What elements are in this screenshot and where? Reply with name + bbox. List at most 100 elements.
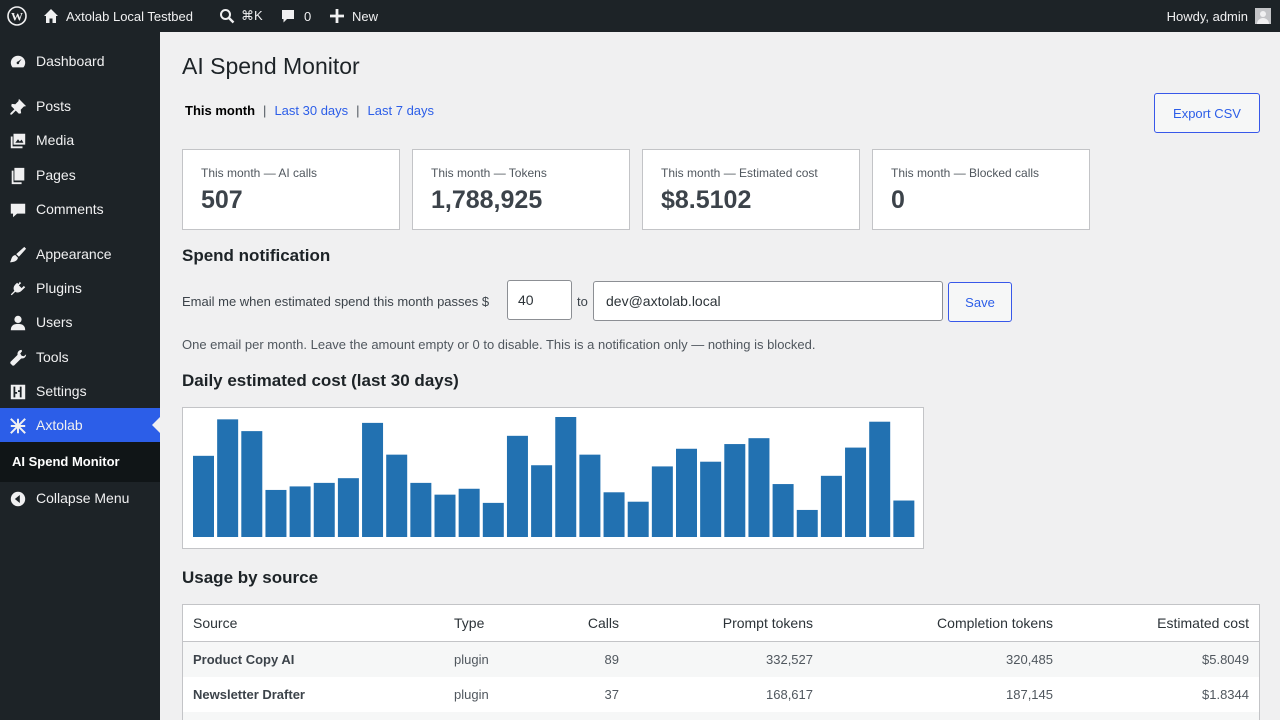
chart-bar [651,466,673,537]
save-button[interactable]: Save [948,282,1012,322]
column-header-calls[interactable]: Calls [587,615,619,631]
cell-source: Newsletter Drafter [193,687,305,702]
daily-cost-chart [182,407,924,549]
threshold-label: Email me when estimated spend this month… [182,294,490,309]
chart-bar [313,482,335,537]
media-icon [8,131,28,151]
sidebar-item-label: Posts [36,98,72,114]
chart-bar [506,435,528,537]
column-header-type[interactable]: Type [454,615,485,631]
howdy-text: Howdy, admin [1166,8,1248,24]
chart-heading: Daily estimated cost (last 30 days) [182,371,459,390]
chart-bar [241,431,263,537]
sidebar-item-posts[interactable]: Posts [0,89,160,123]
sidebar-item-media[interactable]: Media [0,123,160,157]
stat-value: 0 [891,186,905,214]
submenu-item-ai-spend-monitor[interactable]: AI Spend Monitor [12,454,120,469]
chart-bar [820,475,842,537]
usage-table: Source Type Calls Prompt tokens Completi… [182,604,1260,720]
comments-link[interactable]: 0 [280,0,311,32]
sidebar-item-users[interactable]: Users [0,305,160,339]
chart-bar [555,417,577,537]
cell-estimated-cost: $1.8344 [1202,687,1249,702]
pushpin-icon [8,97,28,117]
sidebar-item-label: Settings [36,383,87,399]
stat-label: This month — Estimated cost [661,166,818,180]
range-this-month[interactable]: This month [185,103,256,118]
table-row: Product Copy AI plugin 89 332,527 320,48… [183,642,1259,677]
chart-bar [482,502,504,537]
wordpress-logo-icon[interactable]: W [7,0,27,32]
axtolab-logo-icon [8,416,28,436]
daily-cost-chart-svg [193,417,915,537]
sidebar-item-label: Comments [36,201,104,217]
site-name-link[interactable]: Axtolab Local Testbed [43,0,193,32]
stat-card-ai-calls: This month — AI calls 507 [182,149,400,230]
stat-value: 1,788,925 [431,186,543,214]
search-shortcut: ⌘K [241,8,263,23]
sidebar-item-comments[interactable]: Comments [0,192,160,226]
stat-label: This month — Blocked calls [891,166,1040,180]
column-header-prompt-tokens[interactable]: Prompt tokens [722,615,813,631]
table-header-row: Source Type Calls Prompt tokens Completi… [183,605,1259,642]
threshold-amount-input[interactable] [507,280,572,320]
sidebar-item-label: Users [36,314,73,330]
admin-bar: W Axtolab Local Testbed ⌘K 0 New Howdy, … [0,0,1280,32]
new-content-link[interactable]: New [330,0,378,32]
cell-completion-tokens: 320,485 [1006,652,1053,667]
sidebar-item-tools[interactable]: Tools [0,340,160,374]
cell-calls: 89 [604,652,619,667]
user-icon [8,313,28,333]
admin-sidebar: Dashboard Posts Media Pages Comments App… [0,32,160,720]
sidebar-item-label: Plugins [36,280,82,296]
chart-bar [893,500,915,537]
axtolab-submenu: AI Spend Monitor [0,442,160,482]
chart-bar [676,448,697,537]
notification-email-input[interactable] [593,281,943,321]
chart-bar [748,438,770,537]
cell-estimated-cost: $5.8049 [1202,652,1249,667]
chart-bar [531,465,553,537]
sidebar-item-label: Dashboard [36,53,105,69]
sidebar-item-label: Axtolab [36,417,83,433]
command-search[interactable]: ⌘K [219,0,263,32]
svg-text:W: W [11,10,23,24]
plugin-icon [8,279,28,299]
chart-bar [869,421,891,537]
sidebar-item-appearance[interactable]: Appearance [0,237,160,271]
plus-icon [330,9,344,23]
site-name: Axtolab Local Testbed [66,8,193,24]
range-last-7-days[interactable]: Last 7 days [367,103,435,118]
sidebar-item-dashboard[interactable]: Dashboard [0,44,160,78]
stat-value: 507 [201,186,243,214]
chart-bar [700,461,722,537]
comment-icon [280,8,296,24]
column-header-estimated-cost[interactable]: Estimated cost [1157,615,1249,631]
chart-bar [627,501,649,537]
column-header-source[interactable]: Source [193,615,238,631]
stat-card-tokens: This month — Tokens 1,788,925 [412,149,630,230]
sidebar-item-label: Media [36,132,75,148]
stat-label: This month — Tokens [431,166,547,180]
cell-completion-tokens: 187,145 [1006,687,1053,702]
column-header-completion-tokens[interactable]: Completion tokens [937,615,1053,631]
collapse-menu-button[interactable]: Collapse Menu [0,481,160,515]
export-csv-button[interactable]: Export CSV [1154,93,1260,133]
sidebar-item-axtolab[interactable]: Axtolab [0,408,160,442]
chart-bar [386,454,408,537]
sidebar-item-plugins[interactable]: Plugins [0,271,160,305]
chart-bar [410,482,432,537]
sidebar-item-label: Pages [36,167,76,183]
sidebar-item-pages[interactable]: Pages [0,158,160,192]
account-menu[interactable]: Howdy, admin [1167,0,1271,32]
wrench-icon [8,348,28,368]
chart-bar [772,484,794,537]
spend-notification-heading: Spend notification [182,246,331,265]
cell-prompt-tokens: 168,617 [766,687,813,702]
collapse-icon [8,489,28,509]
sidebar-item-settings[interactable]: Settings [0,374,160,408]
sidebar-item-label: Tools [36,349,69,365]
comment-icon [8,200,28,220]
comments-count: 0 [304,8,312,24]
range-last-30-days[interactable]: Last 30 days [274,103,349,118]
